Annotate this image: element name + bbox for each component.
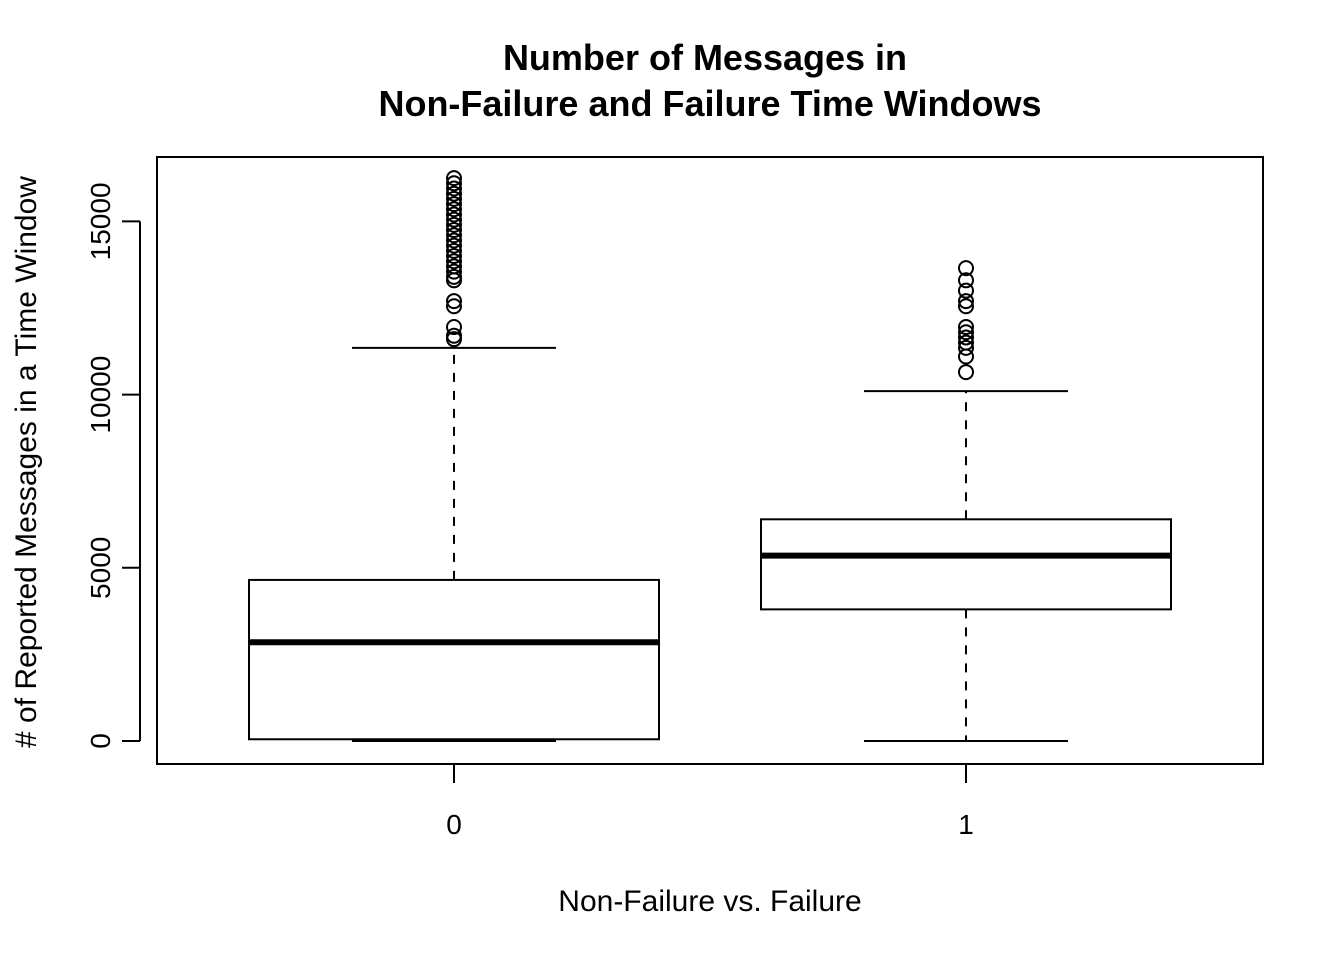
outlier-point	[446, 232, 462, 249]
outlier-point	[446, 263, 462, 280]
outlier-point	[446, 227, 462, 244]
x-tick-label: 0	[446, 809, 462, 840]
box-group-0	[248, 170, 660, 742]
outlier-point	[958, 334, 974, 351]
outlier-point	[958, 324, 974, 341]
boxes-layer	[248, 170, 1172, 742]
y-tick-label: 5000	[85, 537, 116, 599]
y-axis: 0 5000 10000 15000	[85, 182, 141, 749]
outlier-point	[446, 190, 462, 207]
outlier-point	[446, 298, 462, 315]
outlier-point	[446, 293, 462, 310]
outlier-point	[958, 298, 974, 315]
outlier-point	[446, 258, 462, 275]
box-group-1	[760, 260, 1172, 742]
outlier-point	[958, 293, 974, 310]
outlier-point	[958, 339, 974, 356]
outlier-point	[446, 170, 462, 187]
outlier-point	[446, 216, 462, 233]
outlier-point	[958, 282, 974, 299]
outlier-point	[446, 242, 462, 259]
chart-title-line-2: Non-Failure and Failure Time Windows	[378, 83, 1041, 124]
outlier-point	[958, 364, 974, 381]
outlier-point	[446, 248, 462, 265]
x-axis-label: Non-Failure vs. Failure	[558, 885, 861, 918]
outlier-point	[446, 196, 462, 213]
outlier-point	[958, 319, 974, 336]
outlier-point	[446, 206, 462, 223]
y-axis-label: # of Reported Messages in a Time Window	[10, 176, 43, 748]
outlier-point	[446, 201, 462, 218]
outlier-point	[446, 327, 462, 344]
y-tick-label: 10000	[85, 356, 116, 434]
outlier-point	[446, 253, 462, 270]
outlier-point	[446, 319, 462, 336]
outlier-point	[958, 260, 974, 277]
outlier-point	[446, 211, 462, 228]
outlier-point	[446, 180, 462, 197]
y-tick-label: 0	[85, 733, 116, 749]
iqr-box	[760, 518, 1172, 611]
chart-title-line-1: Number of Messages in	[503, 37, 907, 78]
y-tick-label: 15000	[85, 182, 116, 260]
outlier-point	[446, 185, 462, 202]
iqr-box	[248, 578, 660, 741]
outlier-point	[958, 329, 974, 346]
x-tick-label: 1	[958, 809, 974, 840]
outlier-point	[446, 237, 462, 254]
outlier-point	[446, 222, 462, 239]
outlier-point	[446, 268, 462, 285]
outlier-point	[446, 175, 462, 192]
outlier-point	[958, 272, 974, 289]
